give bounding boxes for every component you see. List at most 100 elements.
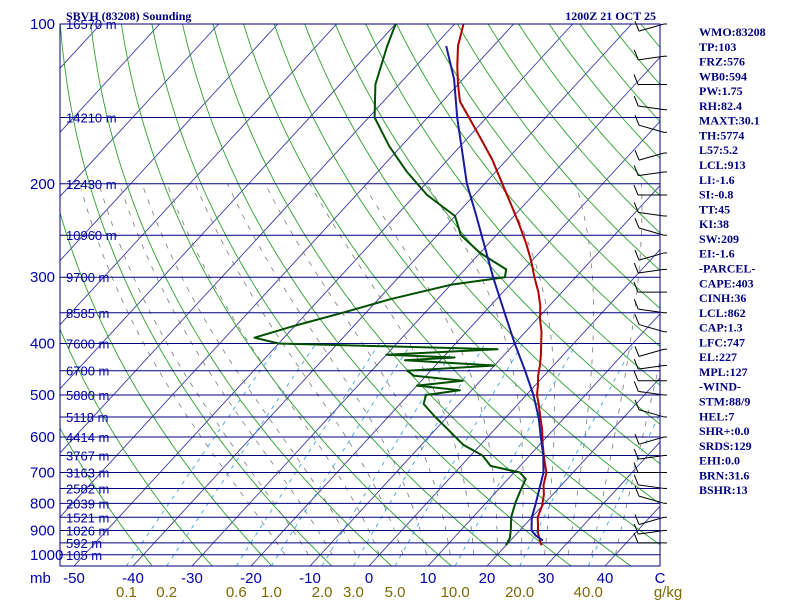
mixing-ratio-line [519, 343, 635, 566]
moist-adiabat-line [227, 183, 427, 555]
chart-title: SBVH (83208) Sounding [66, 9, 191, 23]
index-item: LFC:747 [699, 335, 745, 349]
mixing-ratio-line [271, 343, 412, 566]
height-label: 16570 m [66, 17, 117, 32]
moist-adiabat-line [119, 183, 333, 555]
moist-adiabat-line [98, 183, 309, 556]
index-item: TH:5774 [699, 128, 744, 142]
height-label: 2582 m [66, 481, 109, 496]
index-item: FRZ:576 [699, 55, 745, 69]
mixing-ratio-label: 1.0 [261, 584, 282, 600]
dry-adiabat-line [90, 24, 392, 566]
dry-adiabat-line [151, 24, 512, 566]
pressure-tick-label: 900 [30, 522, 55, 539]
wind-barb-flag [633, 202, 639, 213]
isotherm-line [427, 313, 660, 566]
dry-adiabat-line [60, 427, 153, 566]
temperature-tick-label: -10 [299, 570, 321, 587]
mixing-ratio-label: 0.6 [226, 584, 247, 600]
isotherm-line [545, 441, 660, 566]
wind-barb-flag [633, 298, 639, 310]
mixing-ratio-line [235, 343, 380, 566]
wind-barb-flag [633, 462, 639, 473]
height-label: 592 m [66, 536, 102, 551]
dry-adiabat-line [212, 24, 632, 566]
chart-time: 1200Z 21 OCT 25 [565, 9, 656, 23]
isotherm-line [250, 120, 660, 566]
wind-barb-flag [634, 433, 640, 445]
parcel-trace [445, 45, 545, 542]
height-label: 3767 m [66, 448, 109, 463]
wind-barb-flag [634, 149, 640, 161]
wind-barb-flag [633, 165, 639, 176]
index-item: LCL:913 [699, 158, 746, 172]
height-label: 1026 m [66, 523, 109, 538]
temperature-tick-label: 10 [420, 570, 437, 587]
pressure-unit-label: mb [30, 570, 51, 587]
mixing-ratio-line [321, 343, 458, 566]
plot-frame [59, 23, 661, 567]
isotherm-line [191, 56, 660, 566]
isotherm-line [60, 24, 514, 518]
index-item: BSHR:13 [699, 483, 748, 497]
isotherm-line [486, 377, 660, 566]
wind-barb-flag [633, 74, 639, 85]
index-item: -WIND- [699, 380, 741, 394]
height-label: 2039 m [66, 496, 109, 511]
index-item: WB0:594 [699, 69, 747, 83]
temperature-tick-label: -30 [181, 570, 203, 587]
isotherm-line [60, 24, 219, 198]
height-label: 6700 m [66, 364, 109, 379]
index-item: MAXT:30.1 [699, 114, 760, 128]
wind-barb-flag [634, 217, 640, 229]
mixing-ratio-label: 10.0 [441, 584, 470, 600]
mixing-ratio-label: 5.0 [385, 584, 406, 600]
height-label: 8585 m [66, 306, 109, 321]
wind-barb-flag [634, 514, 640, 525]
index-item: PW:1.75 [699, 84, 743, 98]
dry-adiabat-line [304, 24, 660, 465]
dry-adiabat-line [365, 24, 660, 386]
wind-barb-flag [633, 474, 639, 486]
dry-adiabat-line [60, 328, 213, 566]
index-item: -PARCEL- [699, 261, 755, 275]
mixing-ratio-line [394, 343, 524, 566]
pressure-tick-label: 300 [30, 269, 55, 286]
temperature-tick-label: -20 [240, 570, 262, 587]
index-item: L57:5.2 [699, 143, 738, 157]
isotherm-line [60, 24, 455, 454]
pressure-tick-label: 400 [30, 336, 55, 353]
height-label: 1521 m [66, 510, 109, 525]
isotherm-line [60, 24, 396, 390]
height-label: 105 m [66, 548, 102, 563]
temperature-tick-label: 20 [479, 570, 496, 587]
height-label: 9700 m [66, 270, 109, 285]
wind-barb-flag [633, 358, 639, 370]
temperature-tick-label: 30 [538, 570, 555, 587]
index-item: MPL:127 [699, 365, 748, 379]
height-label: 4414 m [66, 430, 109, 445]
mixing-ratio-line [166, 343, 317, 566]
index-item: SRDS:129 [699, 439, 752, 453]
pressure-tick-label: 600 [30, 429, 55, 446]
moist-adiabat-line [567, 183, 594, 555]
index-item: KI:38 [699, 217, 729, 231]
index-item: WMO:83208 [699, 25, 766, 39]
pressure-tick-label: 100 [30, 16, 55, 33]
wind-barb-flag [634, 485, 640, 497]
mixing-ratio-label: 40.0 [574, 584, 603, 600]
temperature-tick-label: -50 [63, 570, 85, 587]
mixing-ratio-label: 0.1 [116, 584, 137, 600]
mixing-ratio-label: 2.0 [312, 584, 333, 600]
index-item: SI:-0.8 [699, 188, 733, 202]
dry-adiabat-line [243, 24, 660, 546]
mixing-ratio-label: 3.0 [343, 584, 364, 600]
index-item: LI:-1.6 [699, 173, 735, 187]
wind-barb-flag [633, 370, 639, 381]
moist-adiabat-line [500, 183, 556, 555]
wind-barb-flag [633, 95, 639, 107]
wind-barb-flag [634, 346, 640, 357]
dry-adiabat-line [120, 24, 452, 566]
